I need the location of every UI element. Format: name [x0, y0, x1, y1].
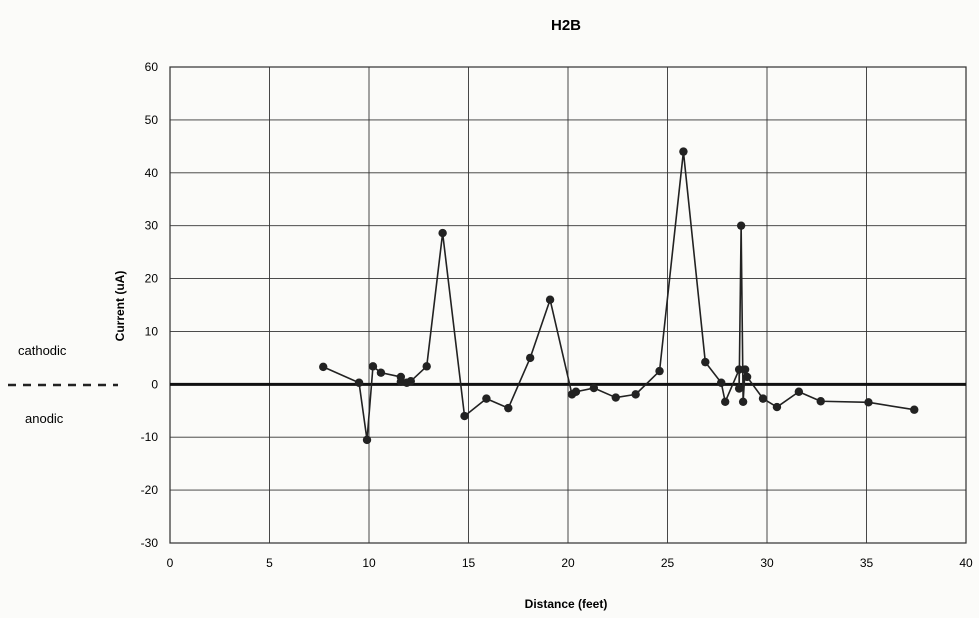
y-tick-label: 40 — [145, 166, 159, 180]
data-point — [482, 394, 491, 403]
data-point — [354, 378, 364, 387]
y-tick-label: -30 — [141, 536, 159, 550]
data-point — [406, 376, 415, 386]
data-point — [571, 387, 581, 396]
grid — [169, 66, 967, 544]
data-point — [816, 397, 825, 406]
cathodic-label: cathodic — [18, 343, 67, 358]
data-point — [525, 353, 535, 363]
chart-title: H2B — [551, 17, 581, 34]
data-point — [864, 398, 873, 407]
y-tick-label: -20 — [141, 483, 159, 497]
x-tick-label: 15 — [462, 556, 476, 570]
data-point — [368, 362, 378, 371]
data-point — [701, 357, 710, 367]
series-layer — [319, 147, 919, 445]
x-tick-label: 5 — [266, 556, 273, 570]
data-point — [794, 387, 804, 396]
x-tick-label: 10 — [362, 556, 376, 570]
data-point — [717, 378, 726, 387]
x-tick-label: 25 — [661, 556, 675, 570]
data-point — [734, 384, 744, 393]
y-axis-label: Current (uA) — [113, 271, 127, 342]
x-tick-label: 30 — [760, 556, 774, 570]
y-tick-label: -10 — [141, 430, 159, 444]
x-tick-label: 40 — [959, 556, 973, 570]
y-tick-labels: 60 50 40 30 20 10 0 -10 -20 -30 — [141, 60, 159, 550]
x-tick-labels: 0 5 10 15 20 25 30 35 40 — [167, 556, 973, 570]
data-point — [545, 295, 555, 304]
x-tick-label: 0 — [167, 556, 174, 570]
data-point — [734, 365, 744, 374]
data-point — [910, 405, 919, 414]
data-point — [589, 383, 599, 393]
data-point — [738, 397, 748, 406]
y-tick-label: 10 — [145, 324, 159, 338]
y-tick-label: 50 — [145, 113, 159, 127]
data-point — [504, 403, 513, 413]
data-point — [721, 397, 730, 406]
data-point — [362, 435, 372, 445]
x-tick-label: 20 — [561, 556, 575, 570]
data-point — [376, 368, 386, 377]
y-tick-label: 20 — [145, 272, 159, 286]
x-tick-label: 35 — [860, 556, 874, 570]
data-point — [422, 362, 431, 371]
data-point — [611, 393, 620, 402]
data-point — [438, 228, 447, 238]
data-point — [740, 365, 750, 374]
data-point — [772, 402, 782, 412]
data-point — [758, 394, 768, 403]
y-tick-label: 30 — [145, 219, 159, 233]
data-point — [460, 411, 469, 421]
data-point — [655, 366, 664, 376]
data-point — [319, 362, 328, 372]
anodic-label: anodic — [25, 411, 64, 426]
y-tick-label: 0 — [151, 377, 158, 391]
x-axis-label: Distance (feet) — [525, 597, 608, 611]
data-point — [679, 147, 688, 156]
data-point — [742, 372, 752, 382]
data-point — [736, 221, 746, 230]
y-tick-label: 60 — [145, 60, 159, 74]
data-point — [631, 390, 640, 399]
